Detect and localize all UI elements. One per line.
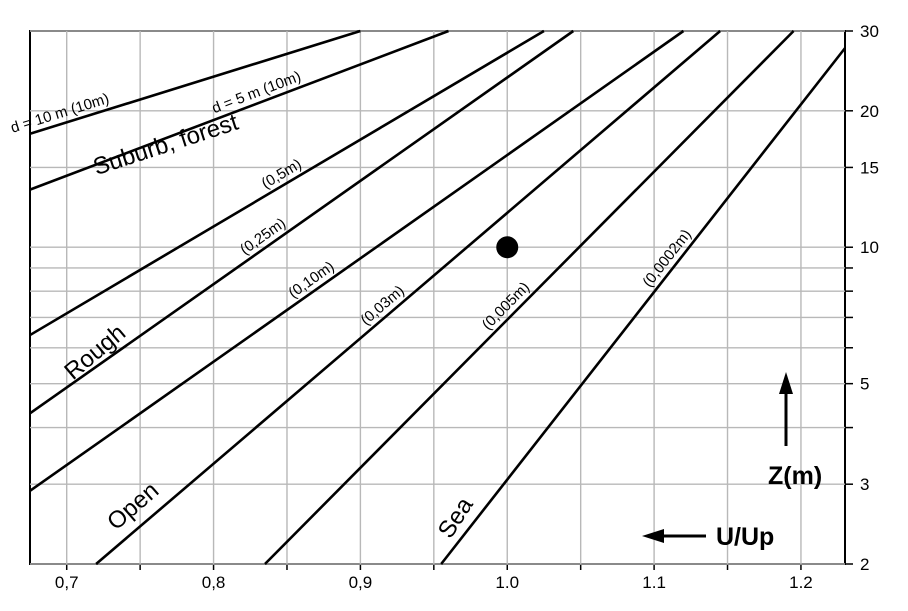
x-tick-labels: 0,7 0,8 0,9 1.0 1.1 1.2 bbox=[55, 573, 813, 592]
series-line-3 bbox=[29, 29, 575, 415]
axis-labels: Z(m) U/Up bbox=[642, 372, 822, 551]
y-axis-label: Z(m) bbox=[768, 462, 822, 490]
x-tick-label: 1.2 bbox=[789, 573, 813, 592]
x-axis-arrow-head bbox=[642, 529, 664, 543]
y-tick-label: 30 bbox=[860, 22, 879, 41]
y-tick-label: 5 bbox=[860, 375, 869, 394]
y-tick-label: 15 bbox=[860, 158, 879, 177]
series-line-2 bbox=[29, 29, 545, 337]
series-lines bbox=[29, 29, 847, 565]
y-tick-label: 20 bbox=[860, 102, 879, 121]
x-axis-label: U/Up bbox=[716, 523, 774, 551]
reference-marker bbox=[496, 236, 519, 259]
series-line-1 bbox=[29, 29, 449, 191]
y-tick-label: 10 bbox=[860, 238, 879, 257]
reference-point bbox=[496, 236, 519, 259]
series-line-0 bbox=[29, 29, 361, 135]
x-tick-label: 1.1 bbox=[642, 573, 666, 592]
x-tick-label: 1.0 bbox=[495, 573, 519, 592]
x-tick-label: 0,8 bbox=[202, 573, 226, 592]
x-tick-label: 0,7 bbox=[55, 573, 79, 592]
x-tick-label: 0,9 bbox=[349, 573, 373, 592]
plot-frame bbox=[29, 30, 846, 565]
series-line-6 bbox=[264, 30, 795, 565]
y-tick-label: 3 bbox=[860, 475, 869, 494]
y-tick-label: 2 bbox=[860, 555, 869, 574]
series-line-7 bbox=[440, 47, 847, 565]
y-axis-arrow-head bbox=[779, 372, 793, 394]
grid bbox=[30, 30, 853, 570]
y-tick-labels: 2 3 5 10 15 20 30 bbox=[860, 22, 879, 574]
series-line-4 bbox=[29, 29, 685, 492]
series-line-5 bbox=[95, 30, 722, 565]
